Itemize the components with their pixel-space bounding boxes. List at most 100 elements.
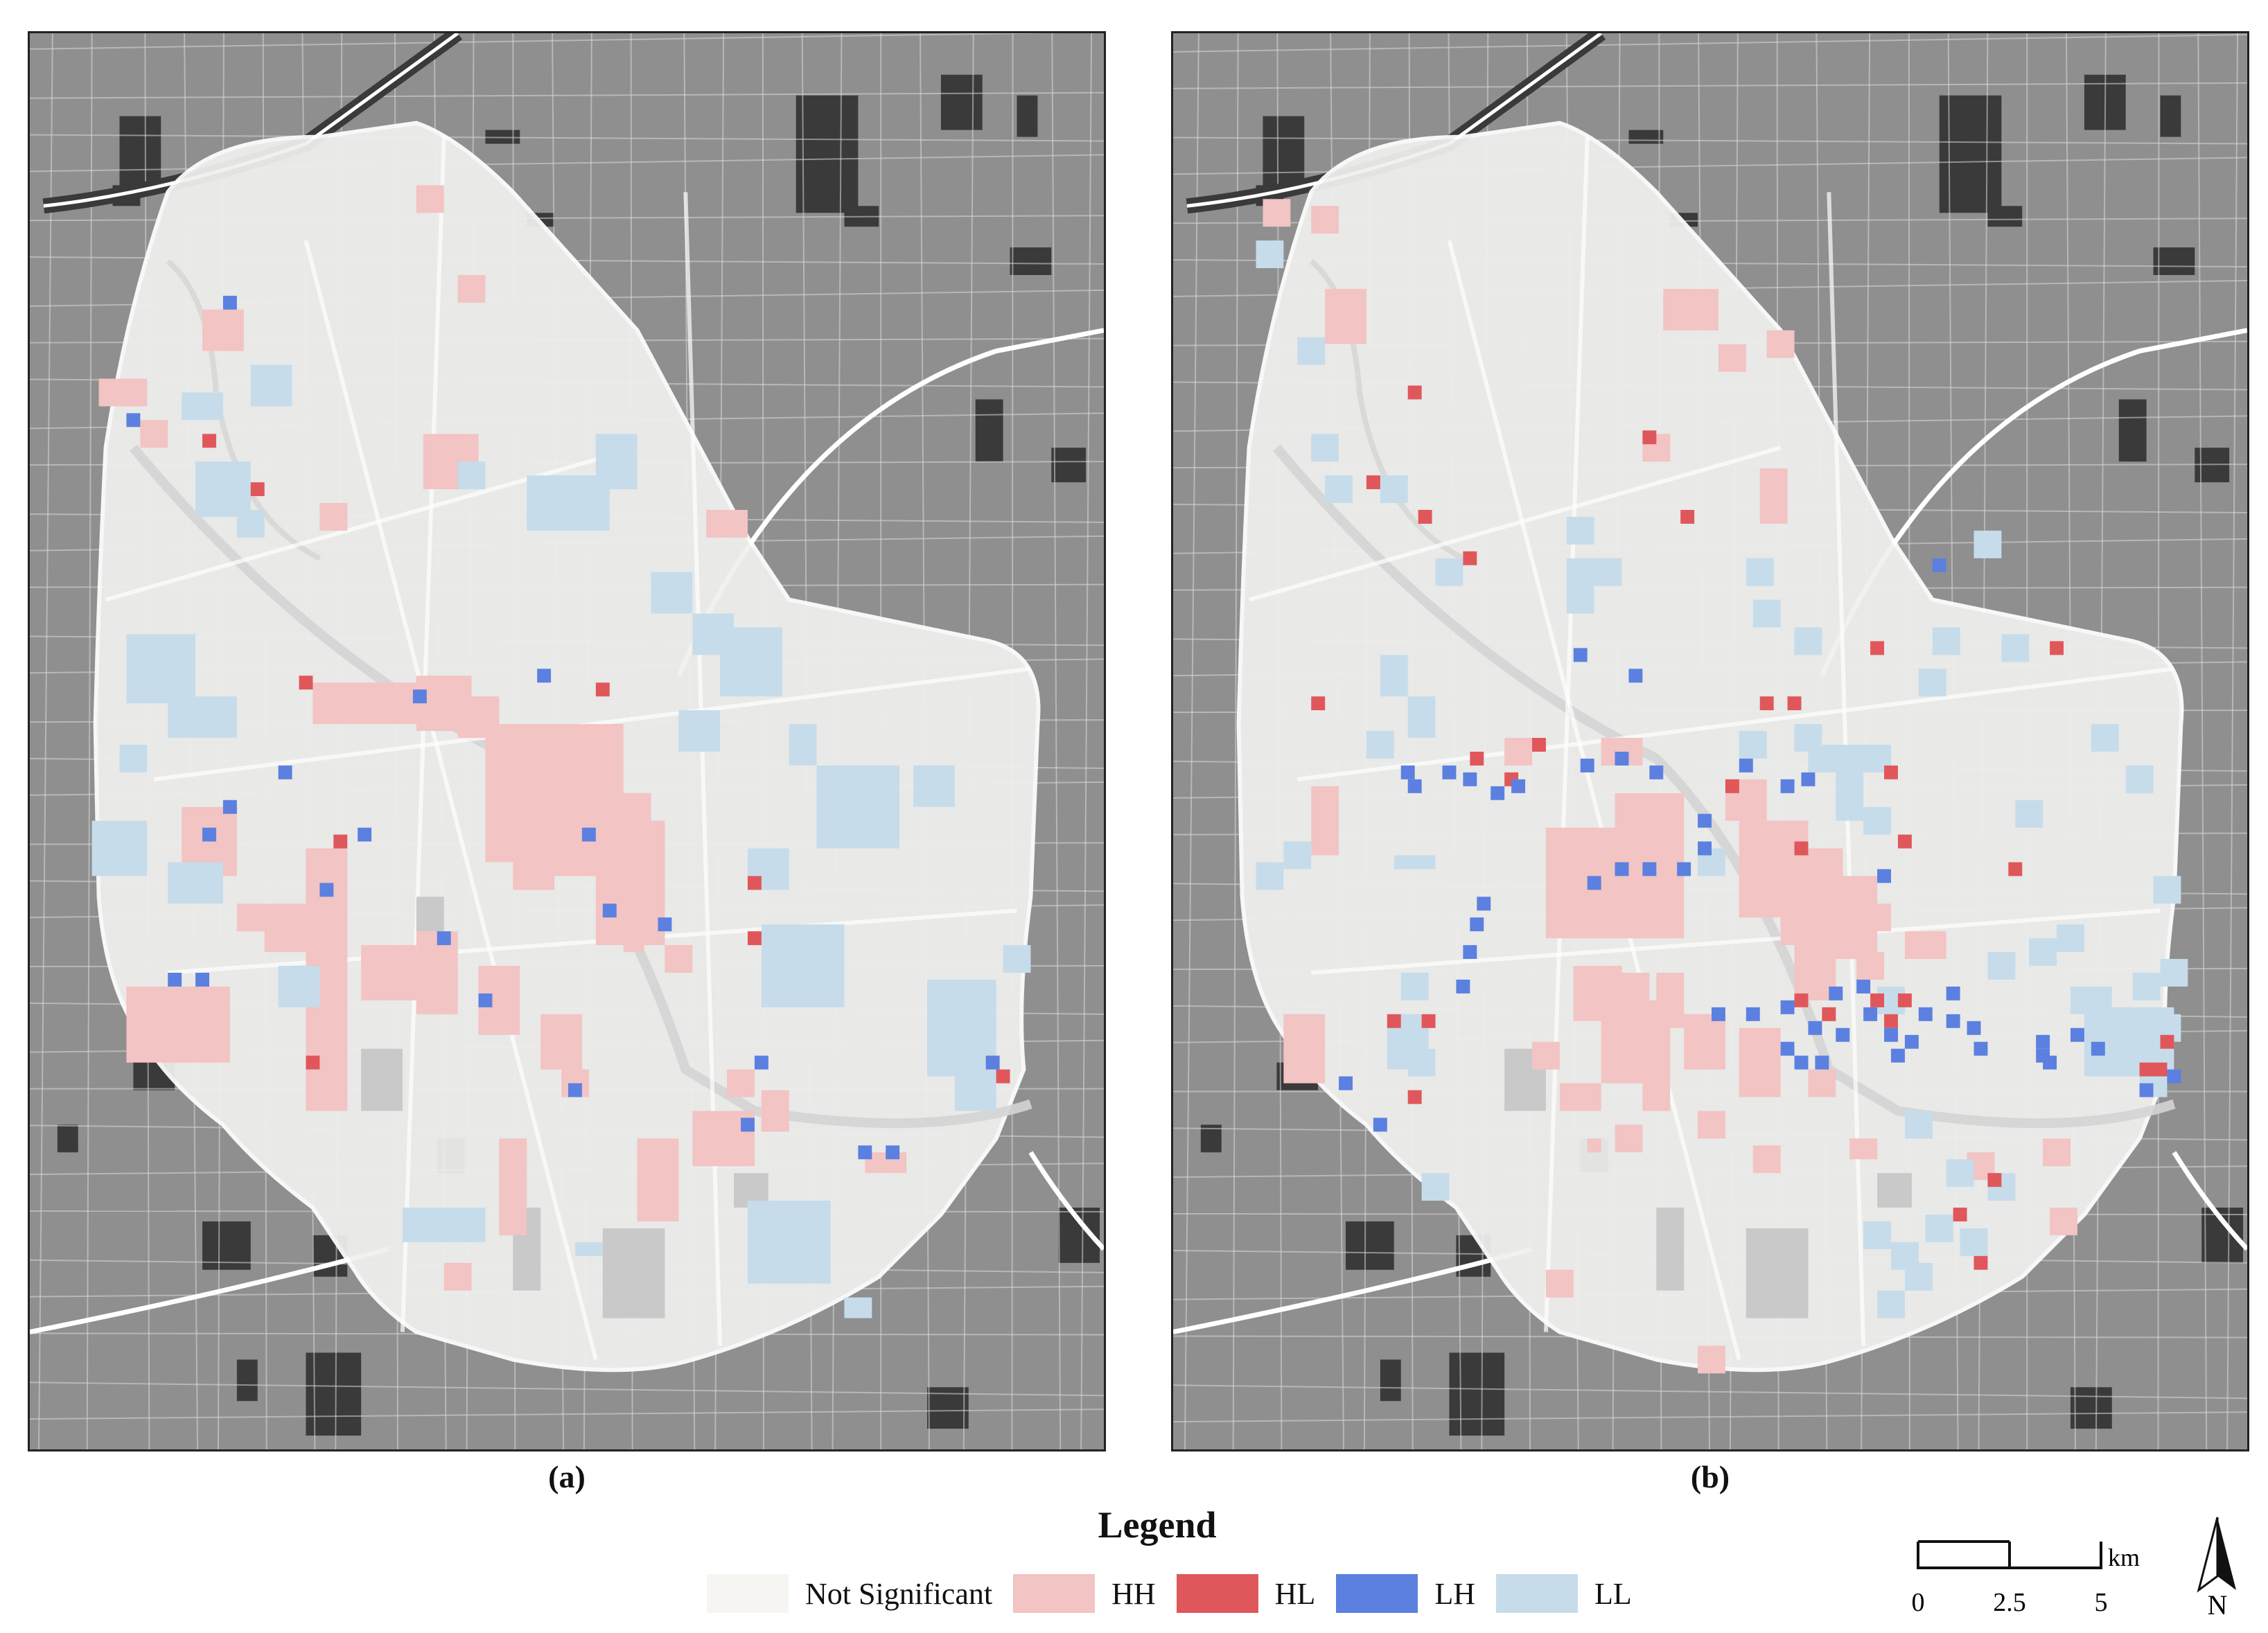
cluster-cell-ll [236,509,265,538]
cluster-cell-lh [1442,765,1457,779]
cluster-cell-lh [1746,1007,1760,1021]
cluster-cell-ll [2001,634,2030,662]
cluster-cell-lh [1829,986,1843,1000]
cluster-cell-lh [1677,862,1691,876]
cluster-cell-lh [1836,1027,1850,1042]
cluster-cell-ll [747,1201,831,1284]
cluster-cell-ll [1794,627,1822,655]
cluster-cell-ll [816,765,900,849]
cluster-cell-hl [2139,1062,2168,1077]
cluster-cell-ll [1366,731,1394,759]
cluster-cell-hh [1621,973,1650,1000]
cluster-cell-lh [985,1055,1000,1070]
panel-label-a: (a) [548,1459,586,1494]
cluster-cell-hl [1725,779,1739,793]
cluster-cell-lh [1373,1118,1387,1132]
cluster-cell-hh [236,903,265,932]
cluster-cell-lh [1863,1007,1878,1021]
cluster-cell-lh [1407,779,1422,793]
cluster-cell-hh [1698,1345,1725,1374]
cluster-cell-hh [1698,1111,1725,1139]
cluster-cell-lh [581,827,596,842]
legend-item-ll: LL [1495,1574,1632,1613]
cluster-cell-lh [1780,1041,1795,1056]
north-arrow-icon: N [2197,1517,2236,1618]
cluster-cell-ll [126,634,196,704]
cluster-cell-hh [98,378,148,407]
cluster-cell-hh [706,509,748,538]
cluster-cell-ll [1407,1048,1436,1077]
cluster-cell-hl [1897,993,1912,1007]
legend: Not Significant HH HL LH LL [707,1573,1653,1614]
legend-item-hh: HH [1013,1574,1156,1613]
cluster-cell-lh [1815,1055,1829,1070]
scale-tick-2-5: 2.5 [1993,1588,2026,1617]
cluster-cell-hh [513,834,555,890]
cluster-cell-hl [1897,834,1912,849]
legend-label-lh: LH [1434,1576,1475,1611]
cluster-cell-ll [651,572,693,614]
cluster-cell-hl [747,876,762,890]
cluster-cell-hh [457,274,486,303]
cluster-cell-hl [1680,509,1695,524]
cluster-cell-hh [1615,1124,1643,1153]
cluster-cell-ll [1739,731,1767,759]
cluster-cell-ll [1407,696,1436,739]
swatch-lh [1336,1574,1418,1613]
cluster-cell-ll [574,1242,603,1256]
cluster-cell-hl [1470,751,1484,766]
swatch-not-significant [707,1574,789,1613]
map-svg-b [1173,33,2247,1449]
cluster-cell-lh [754,1055,768,1070]
cluster-cell-ll [1904,1111,1933,1139]
panel-label-b: (b) [1690,1459,1730,1494]
cluster-cell-lh [1808,1021,1822,1035]
cluster-cell-hh [1283,1014,1326,1084]
cluster-cell-hl [1759,696,1774,711]
cluster-cell-hl [1407,1090,1422,1104]
cluster-cell-hh [1752,1145,1781,1174]
cluster-cell-hl [306,1055,320,1070]
cluster-cell-hh [1587,1138,1601,1153]
cluster-cell-lh [568,1083,582,1097]
cluster-cell-ll [457,461,486,490]
cluster-cell-lh [478,993,493,1007]
cluster-cell-hl [1870,641,1885,655]
cluster-cell-ll [1904,1262,1933,1291]
cluster-cell-hh [1263,199,1291,227]
cluster-cell-hh [1663,288,1718,330]
cluster-cell-hh [202,309,244,351]
cluster-cell-ll [1256,240,1284,269]
cluster-cell-hl [1822,1007,1836,1021]
cluster-cell-hh [1601,1000,1671,1084]
legend-label-hl: HL [1274,1576,1316,1611]
cluster-cell-hh [1504,738,1532,766]
cluster-cell-lh [1973,1041,1988,1056]
cluster-cell-ll [1256,862,1284,890]
cluster-cell-ll [913,765,955,807]
cluster-cell-hh [1684,1014,1725,1070]
cluster-cell-ll [1932,627,1960,655]
cluster-cell-ll [595,434,638,490]
cluster-cell-ll [1394,855,1436,870]
cluster-cell-lh [202,827,216,842]
cluster-cell-hh [1545,827,1685,939]
cluster-cell-ll [1380,475,1408,504]
swatch-ll [1495,1574,1578,1613]
cluster-cell-hl [333,834,348,849]
cluster-cell-lh [602,903,617,918]
cluster-cell-hh [1759,468,1788,524]
cluster-cell-lh [1580,758,1594,773]
cluster-cell-lh [1946,1014,1960,1028]
cluster-cell-ll [1987,952,2016,980]
cluster-cell-ll [2153,876,2181,904]
cluster-cell-hh [1766,330,1795,358]
cluster-cell-hh [1904,931,1946,960]
cluster-cell-ll [168,862,223,904]
cluster-cell-lh [1890,1048,1905,1063]
cluster-cell-hl [2008,862,2023,876]
cluster-cell-hl [2050,641,2064,655]
cluster-cell-lh [358,827,372,842]
cluster-cell-lh [319,883,334,897]
cluster-cell-hh [761,1090,789,1132]
